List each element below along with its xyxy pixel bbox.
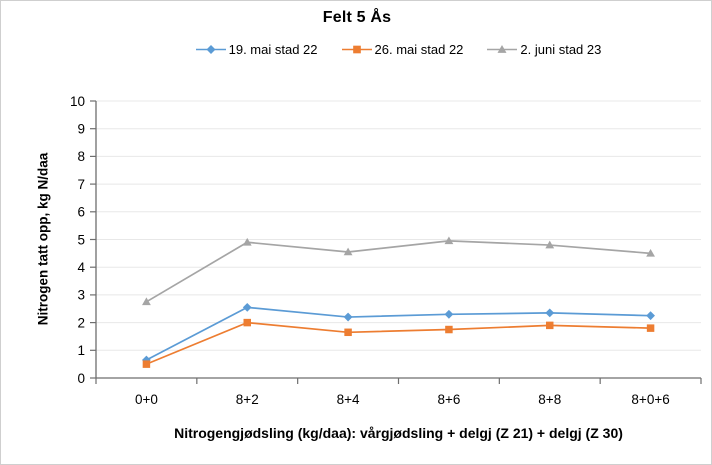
legend-item-26-mai: 26. mai stad 22 [341, 41, 464, 57]
svg-text:1: 1 [77, 343, 85, 358]
legend-item-19-mai: 19. mai stad 22 [195, 41, 318, 57]
legend-item-2-juni: 2. juni stad 23 [487, 42, 601, 57]
svg-text:8+4: 8+4 [337, 392, 360, 407]
svg-text:0+0: 0+0 [135, 392, 158, 407]
legend: 19. mai stad 22 26. mai stad 22 2. juni … [96, 39, 701, 59]
svg-text:7: 7 [77, 177, 85, 192]
svg-text:5: 5 [77, 232, 85, 247]
svg-text:8+6: 8+6 [437, 392, 460, 407]
svg-text:3: 3 [77, 288, 85, 303]
svg-text:8: 8 [77, 149, 85, 164]
line-triangle-marker-icon [487, 44, 518, 53]
svg-text:2: 2 [77, 315, 85, 330]
svg-text:0: 0 [77, 371, 85, 386]
svg-text:8+2: 8+2 [236, 392, 259, 407]
legend-label: 26. mai stad 22 [374, 41, 464, 57]
svg-text:9: 9 [77, 122, 85, 137]
svg-text:8+8: 8+8 [538, 392, 561, 407]
svg-text:6: 6 [77, 205, 85, 220]
legend-label: 19. mai stad 22 [228, 41, 318, 57]
svg-text:8+0+6: 8+0+6 [631, 392, 669, 407]
line-square-marker-icon [341, 45, 372, 53]
legend-label: 2. juni stad 23 [520, 41, 602, 57]
chart-title: Felt 5 Ås [322, 9, 392, 26]
line-diamond-marker-icon [195, 44, 226, 54]
x-axis-title: Nitrogengjødsling (kg/daa): vårgjødsling… [174, 425, 623, 441]
svg-text:10: 10 [70, 94, 85, 109]
svg-text:4: 4 [77, 260, 85, 275]
